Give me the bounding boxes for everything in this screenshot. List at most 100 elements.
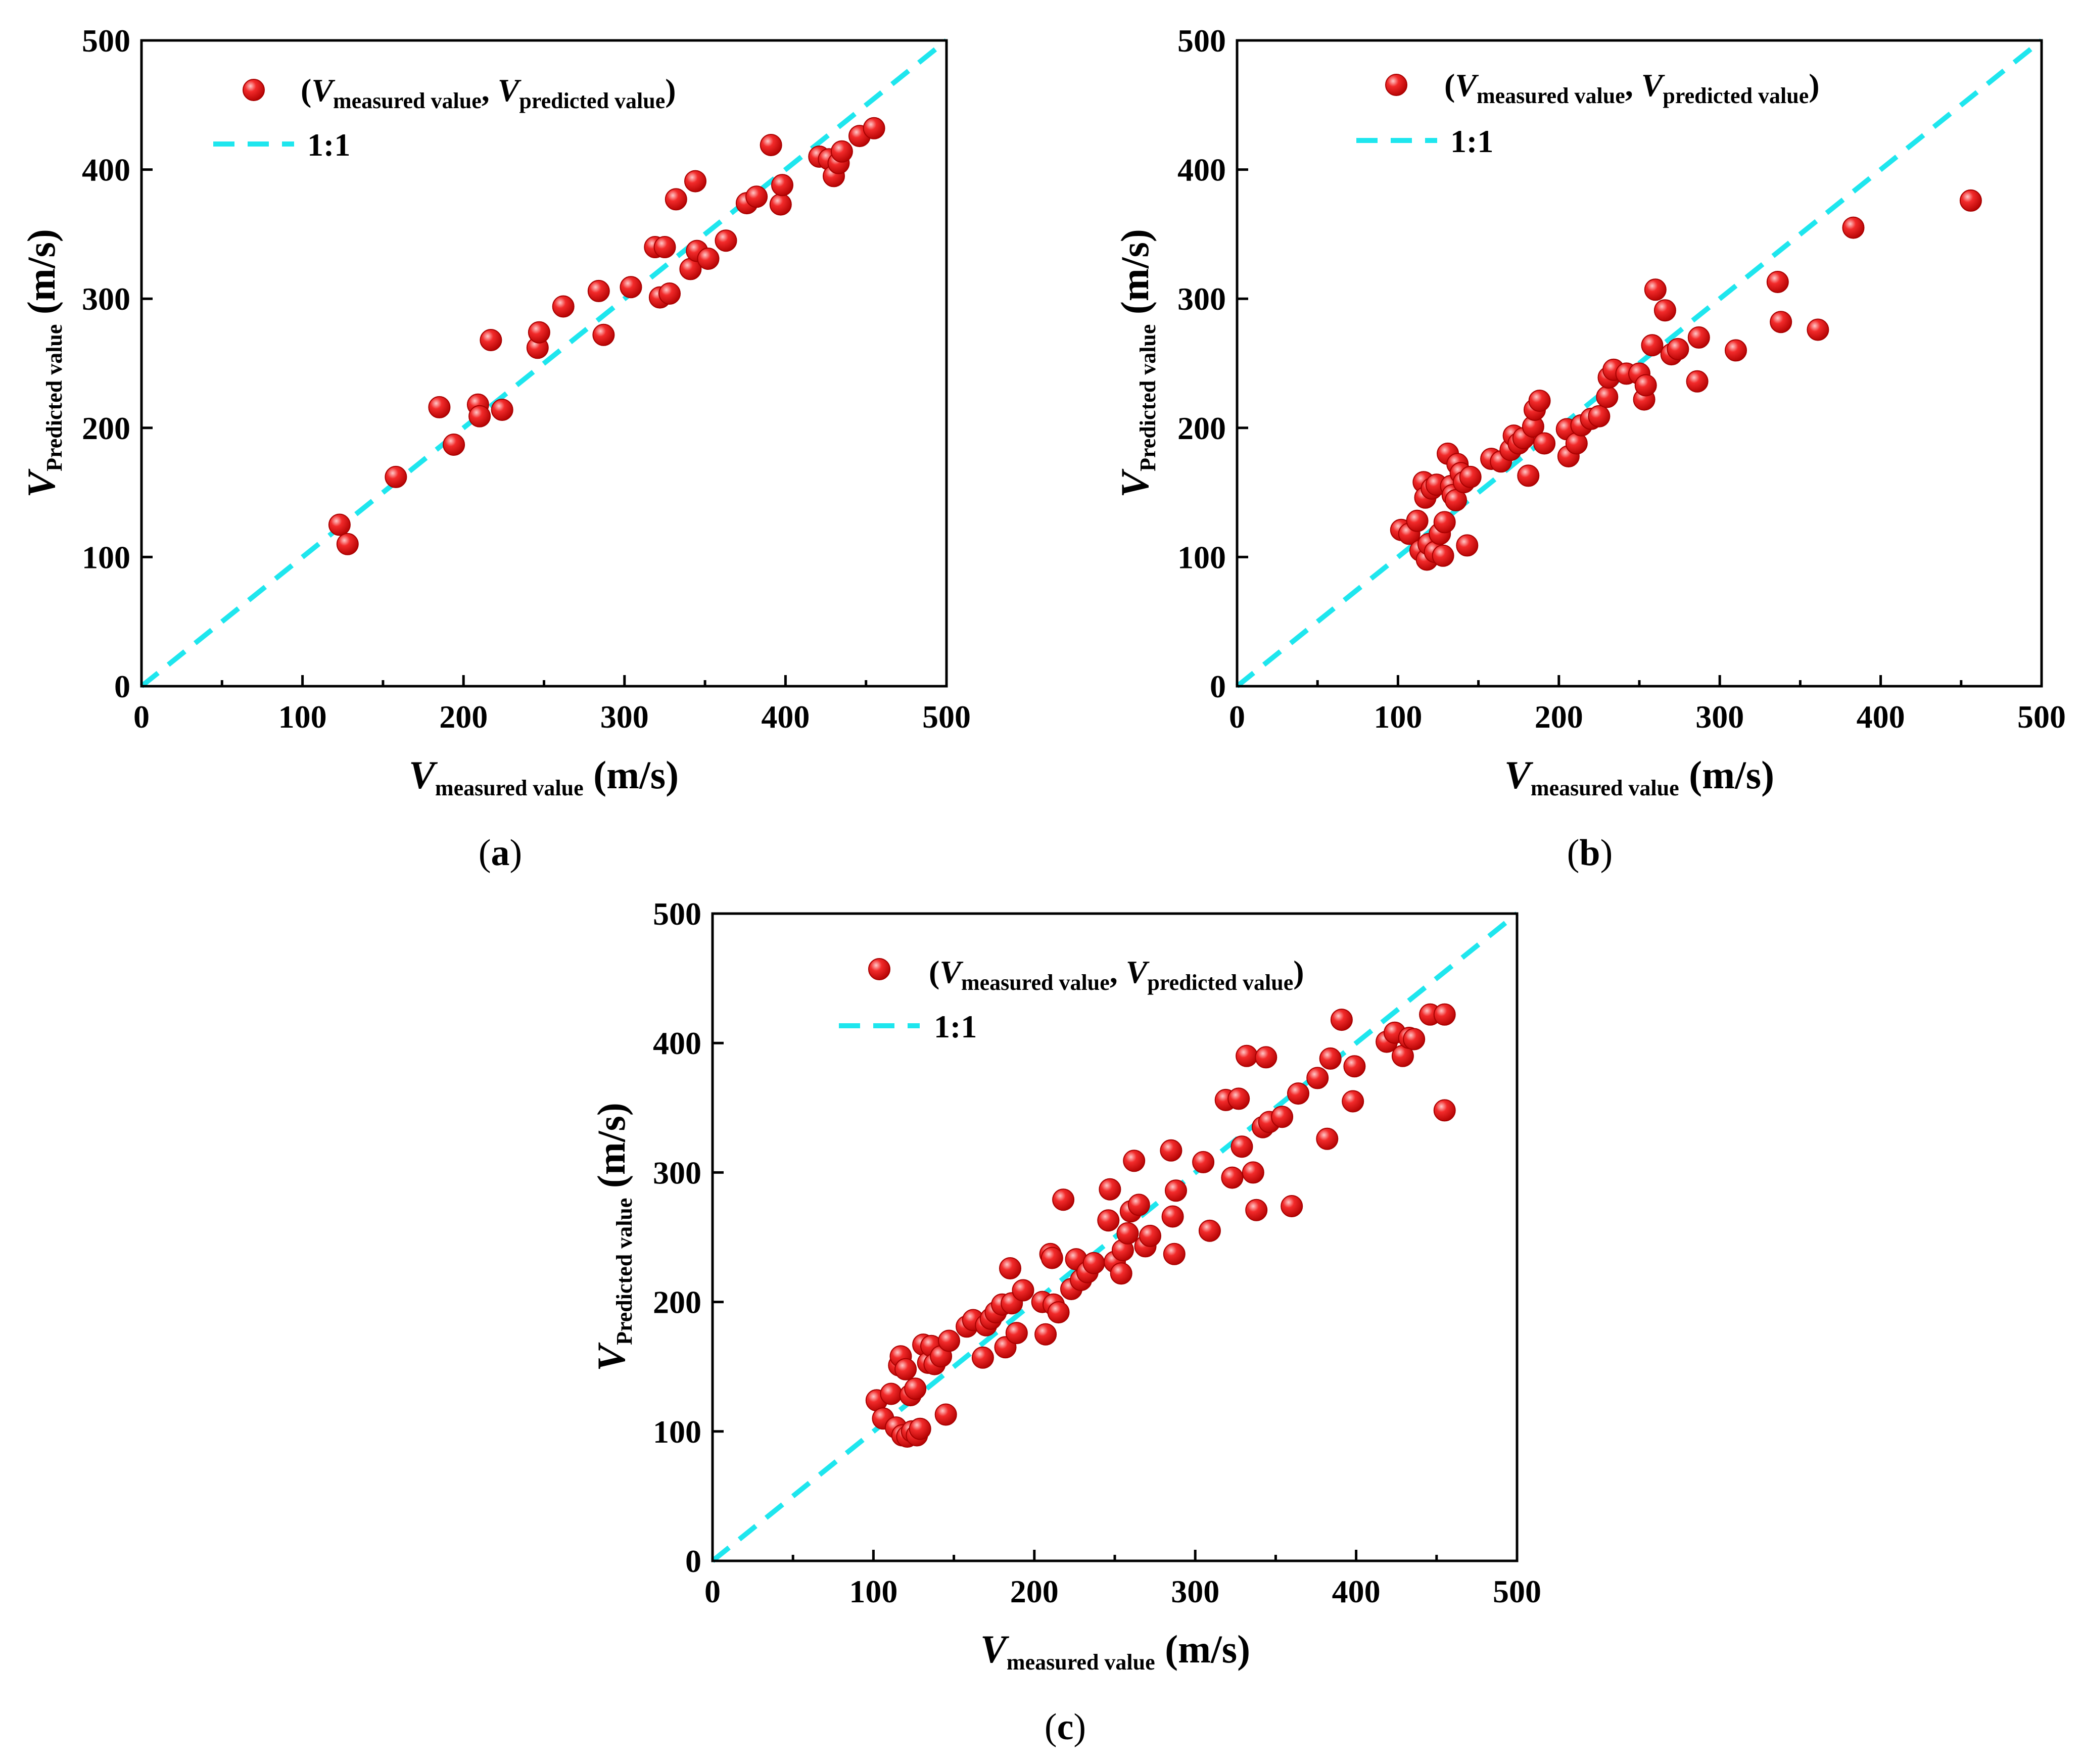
chart-c-point-88 xyxy=(1433,1099,1456,1122)
chart-b-point-52 xyxy=(1686,370,1709,393)
chart-b-point-12 xyxy=(1432,544,1454,567)
chart-b-x-tick-label-4: 400 xyxy=(1857,699,1905,735)
chart-a-point-2 xyxy=(385,465,407,488)
chart-a-point-11 xyxy=(552,295,575,318)
chart-b-point-33 xyxy=(1533,432,1556,455)
chart-b-point-49 xyxy=(1653,299,1676,322)
chart-b-x-tick-label-1: 100 xyxy=(1374,699,1422,735)
chart-b-x-tick-label-5: 500 xyxy=(2017,699,2066,735)
chart-a-legend-reference-label: 1:1 xyxy=(307,127,350,163)
chart-a-x-tick-label-5: 500 xyxy=(922,699,971,735)
chart-a-points xyxy=(328,117,885,555)
chart-c-y-axis-title: VPredicted value (m/s) xyxy=(589,1103,637,1371)
chart-b-point-32 xyxy=(1528,390,1551,412)
chart-c-point-48 xyxy=(1110,1262,1132,1285)
chart-a-x-tick-label-4: 400 xyxy=(761,699,810,735)
chart-b-point-55 xyxy=(1766,271,1789,293)
chart-c-legend: (Vmeasured value, Vpredicted value) 1:1 xyxy=(839,954,1304,1044)
chart-a-point-34 xyxy=(830,140,853,163)
chart-c-point-61 xyxy=(1198,1219,1221,1242)
chart-c-x-tick-label-4: 400 xyxy=(1332,1574,1381,1609)
chart-a-legend-series-label: (Vmeasured value, Vpredicted value) xyxy=(301,72,676,113)
chart-b-x-tick-label-0: 0 xyxy=(1229,699,1245,735)
chart-c-point-77 xyxy=(1319,1047,1342,1070)
chart-c-ticks: 0 100 200 300 400 500 0 100 200 300 400 500 xyxy=(653,896,1541,1609)
chart-c-caption: (c) xyxy=(1045,1706,1086,1748)
chart-c-legend-marker xyxy=(868,958,890,980)
chart-b-point-48 xyxy=(1644,278,1667,301)
chart-c-y-tick-label-0: 0 xyxy=(685,1543,701,1579)
chart-b-point-29 xyxy=(1517,464,1540,487)
chart-b-point-56 xyxy=(1770,311,1792,333)
chart-a-point-10 xyxy=(528,321,550,344)
chart-c-point-11 xyxy=(904,1377,927,1400)
chart-b-legend-series-label: (Vmeasured value, Vpredicted value) xyxy=(1444,67,1820,108)
chart-c-point-65 xyxy=(1231,1135,1253,1158)
chart-c-point-13 xyxy=(909,1417,931,1440)
chart-c-point-70 xyxy=(1255,1046,1277,1069)
chart-b-x-tick-label-2: 200 xyxy=(1535,699,1583,735)
chart-a-point-14 xyxy=(620,276,642,299)
chart-a-y-tick-label-5: 500 xyxy=(82,23,130,59)
chart-c-x-tick-label-5: 500 xyxy=(1493,1574,1541,1609)
chart-c-point-79 xyxy=(1342,1090,1364,1113)
chart-a-point-1 xyxy=(336,533,359,555)
chart-c-point-36 xyxy=(1040,1247,1063,1269)
chart-b-point-2 xyxy=(1406,509,1429,532)
chart-a-point-4 xyxy=(443,434,465,456)
chart-a-point-19 xyxy=(665,188,687,211)
chart-c-y-tick-label-1: 100 xyxy=(653,1414,701,1450)
chart-b-point-40 xyxy=(1596,386,1619,408)
chart-c: 0 100 200 300 400 500 0 100 200 300 400 500 (Vmeasu… xyxy=(589,896,1541,1748)
chart-c-point-78 xyxy=(1330,1009,1353,1031)
chart-a-caption: (a) xyxy=(479,832,522,874)
chart-a-x-tick-label-0: 0 xyxy=(133,699,150,735)
chart-c-point-55 xyxy=(1139,1224,1161,1247)
chart-a-ticks: 0 100 200 300 400 500 0 100 200 300 400 500 xyxy=(82,23,971,735)
chart-c-x-tick-label-0: 0 xyxy=(704,1574,721,1609)
chart-c-point-68 xyxy=(1245,1199,1268,1221)
chart-c-point-57 xyxy=(1161,1205,1184,1228)
chart-a-point-7 xyxy=(480,329,502,351)
chart-b-x-tick-label-3: 300 xyxy=(1695,699,1744,735)
chart-c-x-tick-label-1: 100 xyxy=(849,1574,897,1609)
chart-b-y-tick-label-3: 300 xyxy=(1177,281,1226,317)
chart-a-y-tick-label-1: 100 xyxy=(82,539,130,575)
chart-c-legend-reference-label: 1:1 xyxy=(934,1009,977,1044)
chart-b-point-22 xyxy=(1459,465,1482,488)
chart-c-point-73 xyxy=(1281,1195,1303,1217)
chart-b-y-tick-label-5: 500 xyxy=(1177,23,1226,59)
chart-a-point-0 xyxy=(328,513,351,536)
chart-b-ticks: 0 100 200 300 400 500 0 100 200 300 400 500 xyxy=(1177,23,2066,735)
chart-c-point-32 xyxy=(1012,1279,1034,1302)
chart-a-point-12 xyxy=(587,279,610,302)
chart-b-point-39 xyxy=(1588,405,1611,427)
chart-a: 0 100 200 300 400 500 0 100 200 300 400 500 (Vmeasu… xyxy=(19,23,971,874)
chart-a-y-tick-label-2: 200 xyxy=(82,410,130,446)
chart-c-point-45 xyxy=(1097,1209,1120,1232)
chart-b-point-59 xyxy=(1959,189,1982,212)
chart-b: 0 100 200 300 400 500 0 100 200 300 400 500 (Vmeasu… xyxy=(1113,23,2066,874)
chart-c-reference-line xyxy=(711,912,1519,1563)
chart-c-point-2 xyxy=(880,1382,903,1405)
chart-c-point-63 xyxy=(1221,1166,1244,1189)
chart-a-x-tick-label-3: 300 xyxy=(600,699,649,735)
chart-c-y-tick-label-3: 300 xyxy=(653,1155,701,1190)
chart-c-point-64 xyxy=(1227,1087,1250,1110)
chart-a-point-29 xyxy=(771,174,793,197)
chart-a-point-13 xyxy=(592,323,615,346)
chart-a-point-3 xyxy=(428,396,451,418)
chart-b-legend-reference-label: 1:1 xyxy=(1450,123,1493,159)
chart-c-point-60 xyxy=(1192,1151,1215,1173)
chart-c-y-tick-label-2: 200 xyxy=(653,1284,701,1320)
chart-a-legend: (Vmeasured value, Vpredicted value) 1:1 xyxy=(213,72,676,163)
chart-a-y-tick-label-3: 300 xyxy=(82,281,130,317)
chart-a-point-17 xyxy=(653,236,676,258)
chart-b-point-21 xyxy=(1456,534,1479,557)
chart-c-point-53 xyxy=(1127,1194,1150,1216)
chart-a-x-tick-label-1: 100 xyxy=(278,699,327,735)
chart-c-point-7 xyxy=(894,1358,917,1380)
chart-c-y-tick-label-4: 400 xyxy=(653,1025,701,1061)
chart-c-y-tick-label-5: 500 xyxy=(653,896,701,932)
chart-c-point-52 xyxy=(1123,1150,1146,1172)
